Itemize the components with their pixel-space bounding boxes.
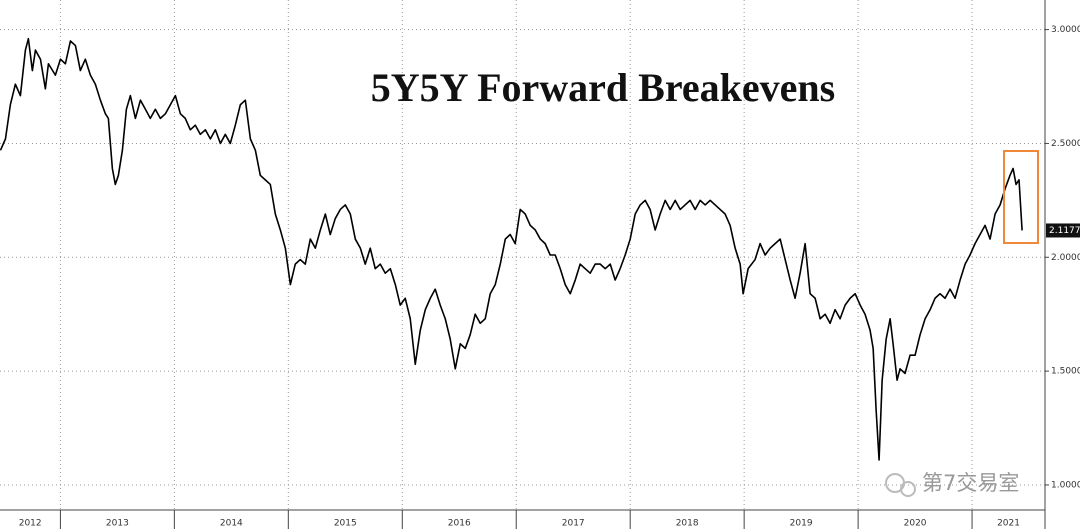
y-tick-label: 2.0000 <box>1051 253 1080 263</box>
axes: 1.0000 1.5000 2.0000 2.5000 3.0000 2012 2013 20… <box>19 25 1080 529</box>
last-value-tag <box>1046 223 1080 238</box>
last-value-label: 2.1177 <box>1049 226 1080 236</box>
watermark: 第7交易室 <box>885 471 1019 497</box>
x-tick-label: 2019 <box>790 519 813 529</box>
watermark-text: 第7交易室 <box>922 471 1019 495</box>
x-tick-label: 2020 <box>904 519 927 529</box>
x-tick-label: 2012 <box>19 519 42 529</box>
plot <box>0 37 1023 461</box>
y-tick-label: 1.0000 <box>1051 480 1080 490</box>
highlight-box <box>1003 150 1039 244</box>
chart-title: 5Y5Y Forward Breakevens <box>371 65 835 110</box>
x-tick-label: 2014 <box>220 519 243 529</box>
x-tick-label: 2013 <box>106 519 129 529</box>
x-tick-label: 2021 <box>997 519 1020 529</box>
x-tick-label: 2017 <box>562 519 585 529</box>
y-tick-label: 1.5000 <box>1051 367 1080 377</box>
data-line <box>0 37 1023 461</box>
x-tick-label: 2018 <box>676 519 699 529</box>
y-tick-label: 2.5000 <box>1051 139 1080 149</box>
watermark-icon <box>900 481 916 497</box>
y-tick-label: 3.0000 <box>1051 25 1080 35</box>
x-tick-label: 2016 <box>448 519 471 529</box>
x-tick-label: 2015 <box>334 519 357 529</box>
grid <box>0 0 1045 510</box>
